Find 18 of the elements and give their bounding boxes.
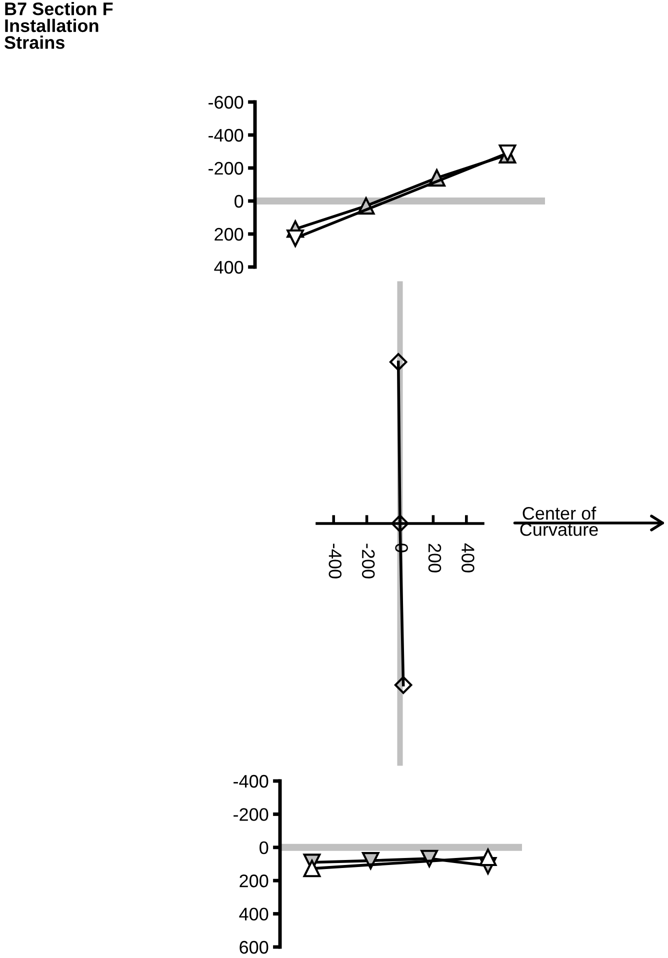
x-tick-label: 400 — [462, 543, 474, 572]
y-tick-label: 200 — [240, 874, 268, 888]
y-tick-label: 0 — [234, 194, 244, 208]
y-tick-label: -400 — [208, 128, 244, 142]
y-tick-label: 0 — [260, 841, 268, 854]
y-tick-label: -600 — [208, 96, 244, 109]
text: B7 Section F Installation Strains — [4, 2, 113, 49]
x-tick-label: -200 — [362, 544, 375, 578]
text: Center of Curvature — [520, 506, 598, 536]
y-tick-label: 400 — [214, 260, 244, 274]
y-tick-label: -400 — [234, 774, 268, 788]
y-tick-label: -200 — [208, 162, 244, 175]
y-tick-label: 200 — [214, 228, 244, 241]
x-tick-label: -400 — [328, 544, 342, 578]
y-tick-label: 600 — [240, 940, 268, 954]
y-tick-label: 400 — [239, 908, 268, 921]
y-tick-label: -200 — [234, 808, 268, 821]
x-tick-label: 200 — [428, 544, 442, 572]
